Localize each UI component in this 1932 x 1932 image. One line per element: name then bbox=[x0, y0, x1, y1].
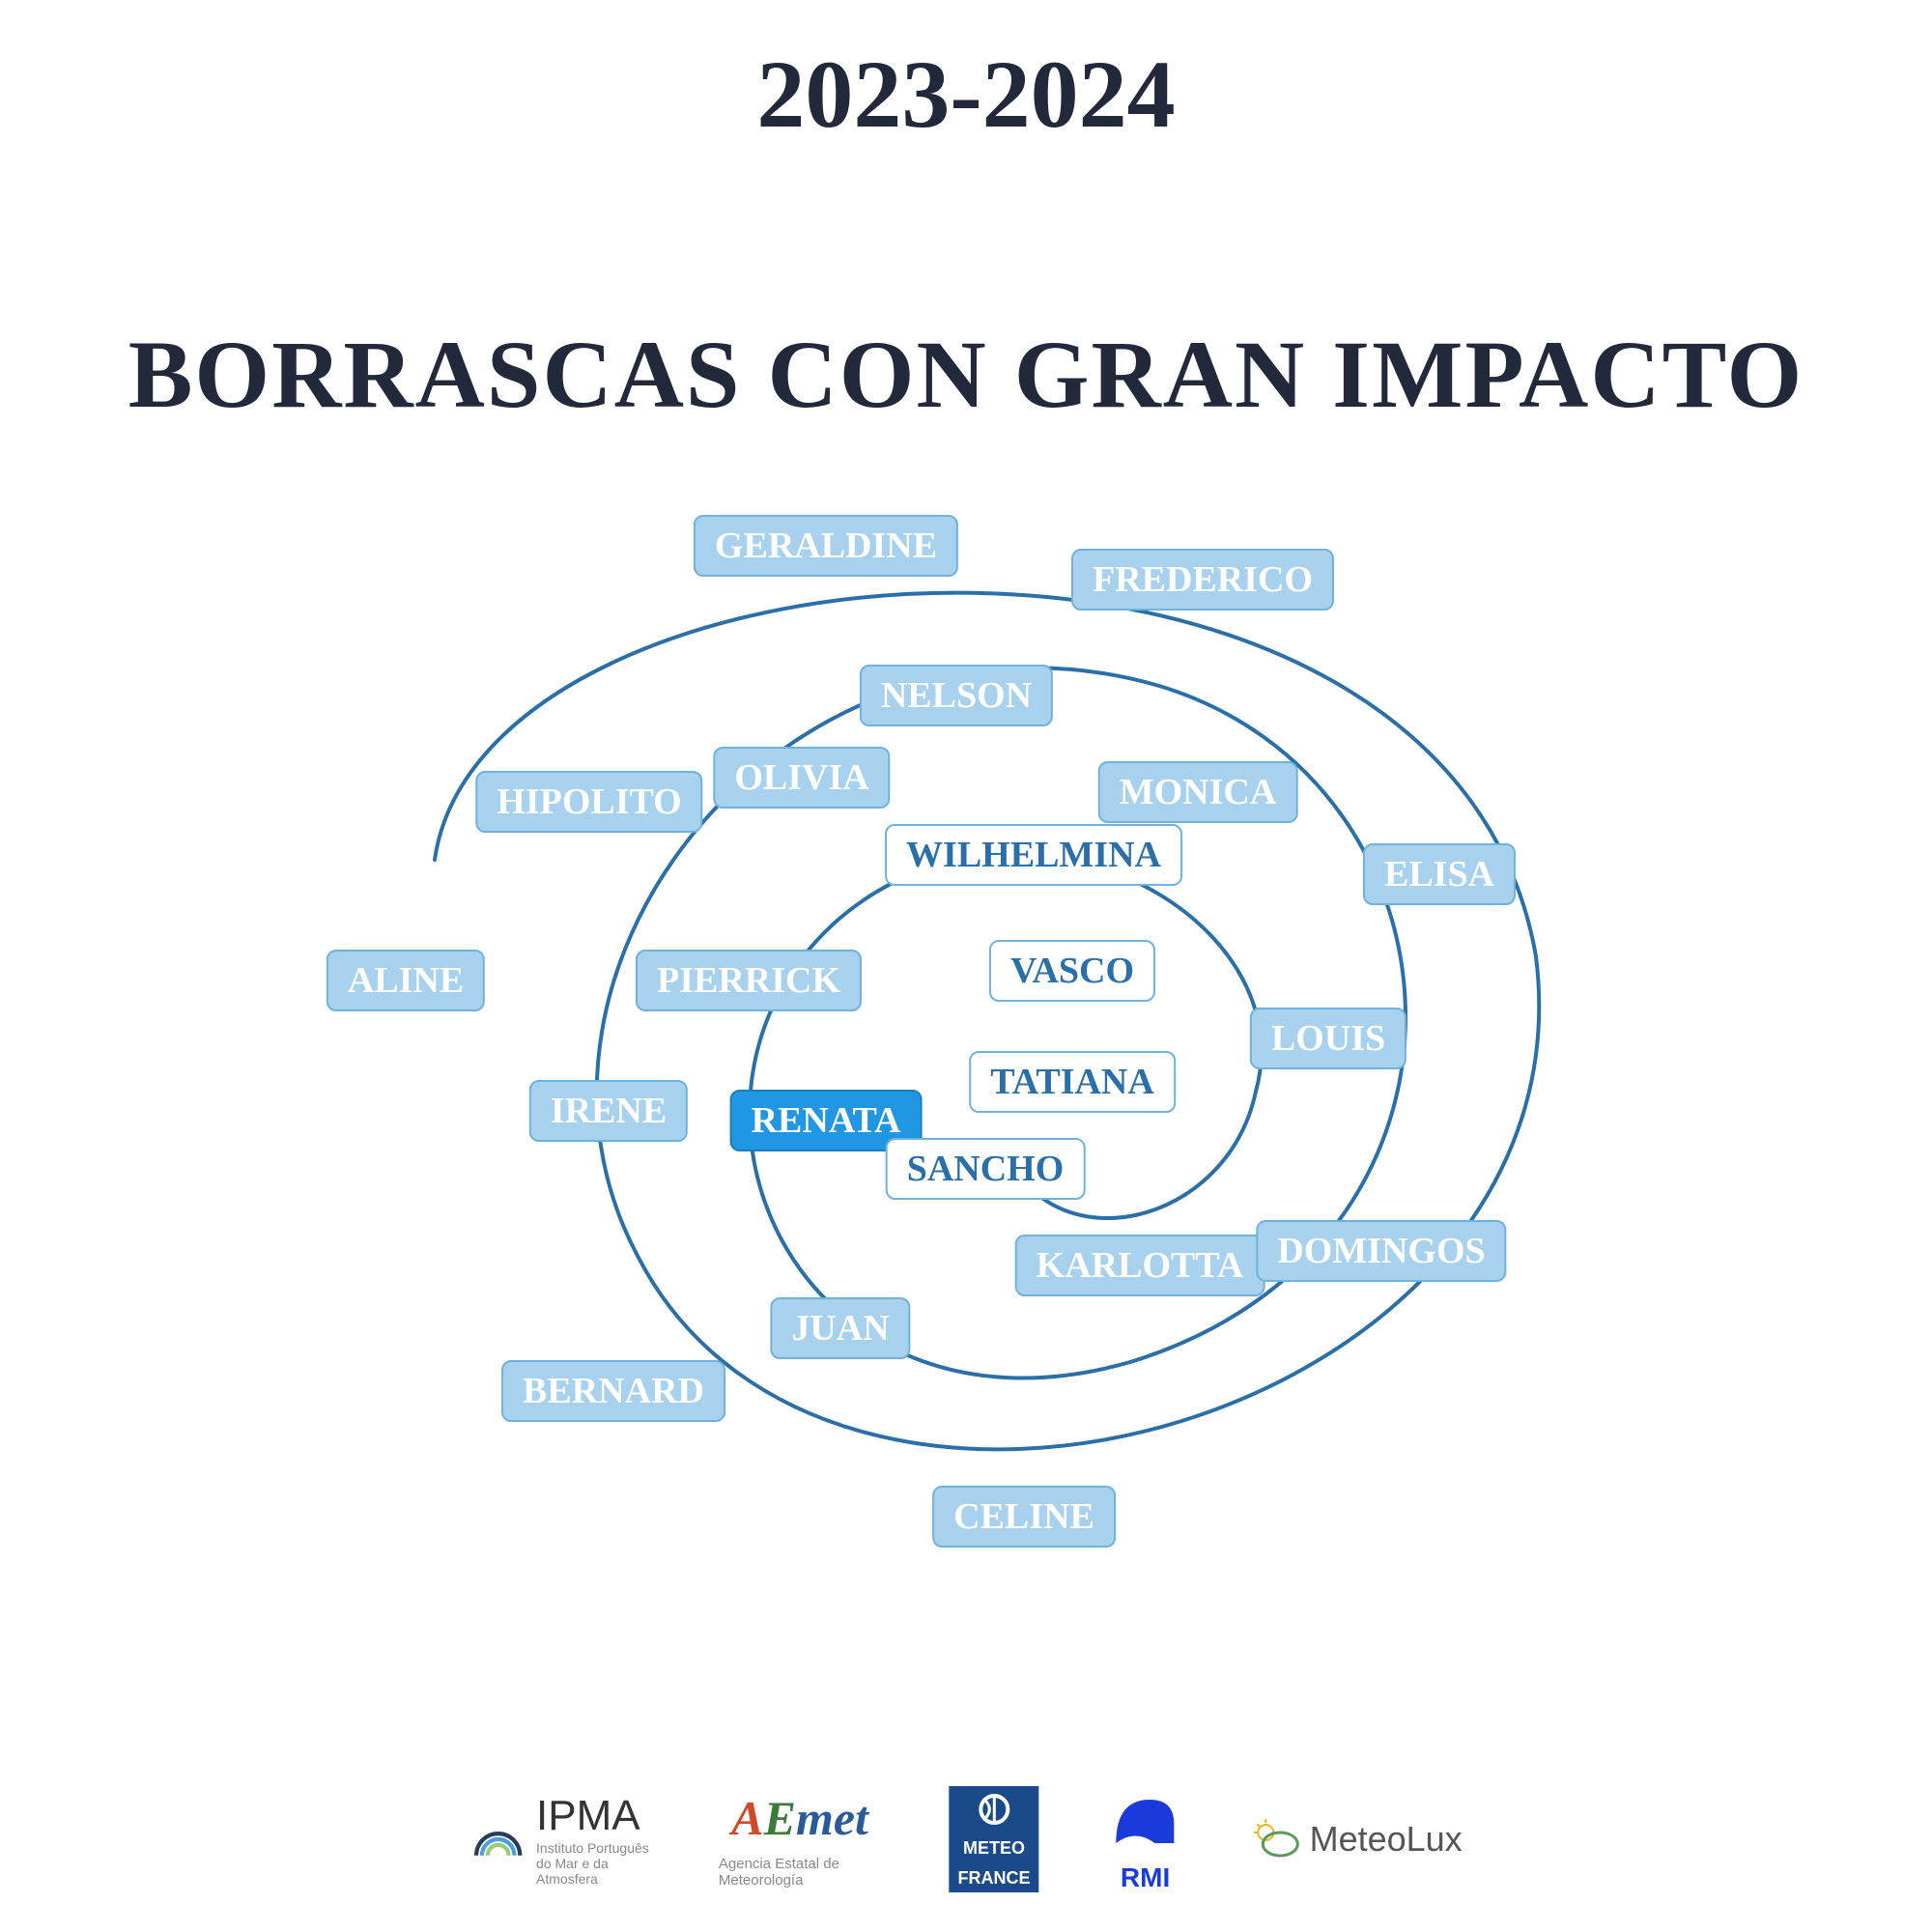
storm-node: ALINE bbox=[327, 950, 485, 1011]
logo-meteolux: MeteoLux bbox=[1252, 1815, 1463, 1863]
storm-node: BERNARD bbox=[501, 1360, 725, 1422]
storm-node: PIERRICK bbox=[636, 950, 862, 1011]
storm-node: NELSON bbox=[860, 665, 1053, 726]
storm-node: KARLOTTA bbox=[1015, 1235, 1265, 1296]
storm-node: TATIANA bbox=[969, 1051, 1176, 1113]
meteolux-icon bbox=[1252, 1815, 1300, 1863]
storm-node: FREDERICO bbox=[1071, 549, 1334, 611]
meteolux-name: MeteoLux bbox=[1310, 1819, 1463, 1860]
rmi-name: RMI bbox=[1121, 1862, 1170, 1893]
storm-node: VASCO bbox=[989, 940, 1155, 1002]
year-heading: 2023-2024 bbox=[0, 39, 1932, 150]
spiral-diagram: GERALDINEFREDERICONELSONOLIVIAHIPOLITOMO… bbox=[290, 551, 1642, 1613]
storm-node: HIPOLITO bbox=[475, 771, 702, 833]
ipma-sub1: Instituto Português bbox=[536, 1840, 651, 1856]
logo-aemet: AEmet Agencia Estatal de Meteorología bbox=[719, 1790, 881, 1889]
page: 2023-2024 BORRASCAS CON GRAN IMPACTO GER… bbox=[0, 0, 1932, 1932]
rmi-icon bbox=[1107, 1785, 1184, 1853]
meteofrance-icon bbox=[970, 1790, 1018, 1829]
logo-ipma: IPMA Instituto Português do Mar e da Atm… bbox=[469, 1792, 651, 1887]
logo-meteofrance: METEO FRANCE bbox=[949, 1786, 1038, 1892]
storm-node: MONICA bbox=[1098, 761, 1298, 823]
logo-rmi: RMI bbox=[1107, 1785, 1184, 1893]
aemet-name: AEmet bbox=[731, 1790, 868, 1846]
aemet-sub: Agencia Estatal de Meteorología bbox=[719, 1856, 881, 1889]
storm-node: WILHELMINA bbox=[885, 824, 1182, 886]
ipma-icon bbox=[469, 1810, 526, 1868]
storm-node: GERALDINE bbox=[694, 515, 958, 577]
ipma-sub2: do Mar e da Atmosfera bbox=[536, 1856, 651, 1887]
storm-node: DOMINGOS bbox=[1256, 1220, 1506, 1282]
storm-node: OLIVIA bbox=[713, 747, 890, 809]
partner-logos: IPMA Instituto Português do Mar e da Atm… bbox=[469, 1785, 1462, 1893]
storm-node: ELISA bbox=[1363, 843, 1516, 905]
main-title: BORRASCAS CON GRAN IMPACTO bbox=[0, 319, 1932, 430]
storm-node: SANCHO bbox=[886, 1138, 1086, 1200]
meteofrance-line1: METEO bbox=[963, 1838, 1025, 1859]
ipma-name: IPMA bbox=[536, 1792, 651, 1840]
storm-node: CELINE bbox=[932, 1486, 1116, 1548]
meteofrance-line2: FRANCE bbox=[957, 1868, 1030, 1889]
storm-node: JUAN bbox=[770, 1297, 910, 1359]
storm-node: LOUIS bbox=[1250, 1008, 1406, 1069]
storm-node: IRENE bbox=[529, 1080, 688, 1142]
